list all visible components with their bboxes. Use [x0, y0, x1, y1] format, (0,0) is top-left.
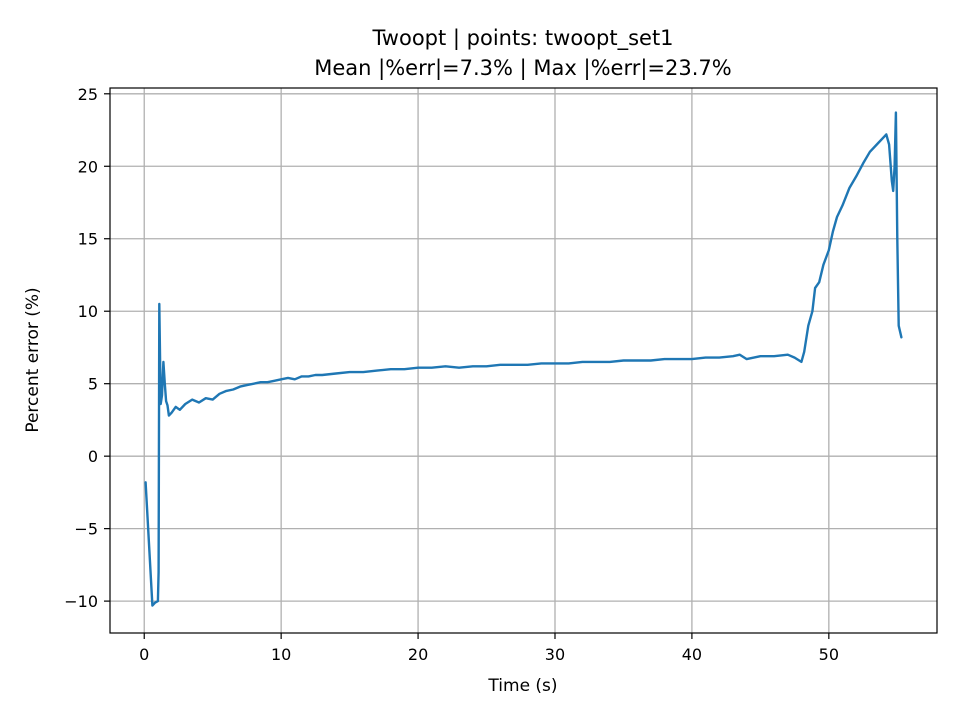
- y-tick-label: 0: [88, 447, 98, 466]
- y-tick-label: 15: [78, 230, 98, 249]
- grid-layer: [110, 88, 937, 633]
- y-tick-label: 10: [78, 302, 98, 321]
- x-tick-label: 50: [819, 645, 839, 664]
- chart-subtitle: Mean |%err|=7.3% | Max |%err|=23.7%: [314, 56, 732, 81]
- plot-frame: [109, 87, 938, 634]
- x-tick-label: 30: [545, 645, 565, 664]
- chart-title: Twoopt | points: twoopt_set1: [371, 26, 673, 51]
- y-tick-label: 25: [78, 85, 98, 104]
- y-tick-label: −5: [74, 520, 98, 539]
- y-axis-label: Percent error (%): [23, 287, 43, 432]
- x-tick-label: 0: [139, 645, 149, 664]
- y-tick-label: 5: [88, 375, 98, 394]
- x-axis-label: Time (s): [487, 676, 557, 696]
- x-tick-label: 20: [408, 645, 428, 664]
- y-tick-label: 20: [78, 157, 98, 176]
- y-tick-label: −10: [64, 592, 98, 611]
- tick-layer: 0 10 20 30 40 50 −10 −5 0 5 10 15 20 25: [64, 85, 839, 664]
- x-tick-label: 40: [682, 645, 702, 664]
- x-tick-label: 10: [271, 645, 291, 664]
- series-line: [144, 111, 903, 607]
